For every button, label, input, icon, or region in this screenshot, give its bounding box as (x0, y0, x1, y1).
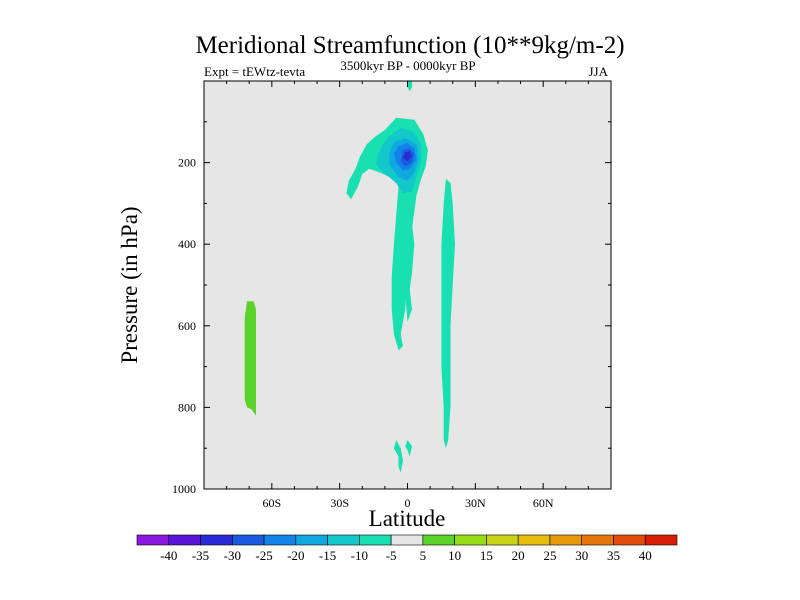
contour-region-blue-30 (403, 151, 412, 162)
colorbar-box (136, 534, 170, 546)
colorbar: -40 -35 -30 -25 -20 -15 -10 -5 5 10 15 20 25 30 35 40 (136, 534, 678, 563)
colorbar-label: 20 (512, 548, 525, 563)
colorbar-box (295, 534, 328, 546)
colorbar-label: -15 (319, 548, 336, 563)
contour-region-cyan-15N-column (441, 178, 455, 449)
colorbar-box (581, 534, 614, 546)
colorbar-label: -35 (192, 548, 209, 563)
chart-title: Meridional Streamfunction (10**9kg/m-2) (195, 32, 624, 59)
colorbar-label: -25 (255, 548, 272, 563)
colorbar-label: -10 (351, 548, 368, 563)
left-subtitle: Expt = tEWtz-tevta (204, 64, 305, 79)
colorbar-box (168, 534, 201, 546)
colorbar-label: -20 (287, 548, 304, 563)
colorbar-box (549, 534, 583, 546)
colorbar-box (390, 534, 424, 546)
colorbar-box (454, 534, 487, 546)
colorbar-box (327, 534, 360, 546)
x-tick-label: 30N (465, 496, 486, 510)
x-tick-label: 60S (262, 496, 281, 510)
x-axis-ticks: 60S 30S 0 30N 60N (226, 81, 589, 510)
colorbar-box (517, 534, 551, 546)
colorbar-box (644, 534, 678, 546)
contour-fills (244, 81, 455, 473)
colorbar-label: 15 (480, 548, 493, 563)
y-axis-ticks: 200 400 600 800 1000 (172, 121, 611, 496)
right-subtitle: JJA (588, 64, 608, 79)
colorbar-label: -30 (224, 548, 241, 563)
x-axis-label: Latitude (369, 506, 446, 531)
y-tick-label: 1000 (172, 482, 196, 496)
colorbar-label: 30 (575, 548, 588, 563)
colorbar-label: 40 (639, 548, 652, 563)
center-subtitle: 3500kyr BP - 0000kyr BP (340, 58, 475, 73)
colorbar-label: 10 (448, 548, 461, 563)
colorbar-box (263, 534, 297, 546)
y-tick-label: 800 (178, 400, 196, 414)
y-tick-label: 200 (178, 156, 196, 170)
contour-region-cyan-bottom-left (393, 440, 403, 473)
colorbar-box (422, 534, 455, 546)
colorbar-label: 5 (420, 548, 427, 563)
colorbar-label: 35 (607, 548, 620, 563)
colorbar-box (613, 534, 646, 546)
contour-region-cyan-bottom-right (405, 440, 412, 457)
colorbar-box (359, 534, 392, 546)
y-axis-label: Pressure (in hPa) (117, 206, 142, 363)
y-tick-label: 600 (178, 319, 196, 333)
colorbar-box (231, 534, 265, 546)
x-tick-label: 60N (533, 496, 554, 510)
contour-region-cyan-top-tail (407, 81, 412, 92)
x-tick-label: 0 (405, 496, 411, 510)
colorbar-label: 25 (543, 548, 556, 563)
x-tick-label: 30S (330, 496, 349, 510)
colorbar-box (200, 534, 233, 546)
contour-region-green-60S (244, 301, 256, 416)
colorbar-box (486, 534, 519, 546)
y-tick-label: 400 (178, 237, 196, 251)
contour-region-cyan-mid-column (405, 215, 415, 322)
colorbar-label: -40 (160, 548, 177, 563)
colorbar-label: -5 (386, 548, 397, 563)
